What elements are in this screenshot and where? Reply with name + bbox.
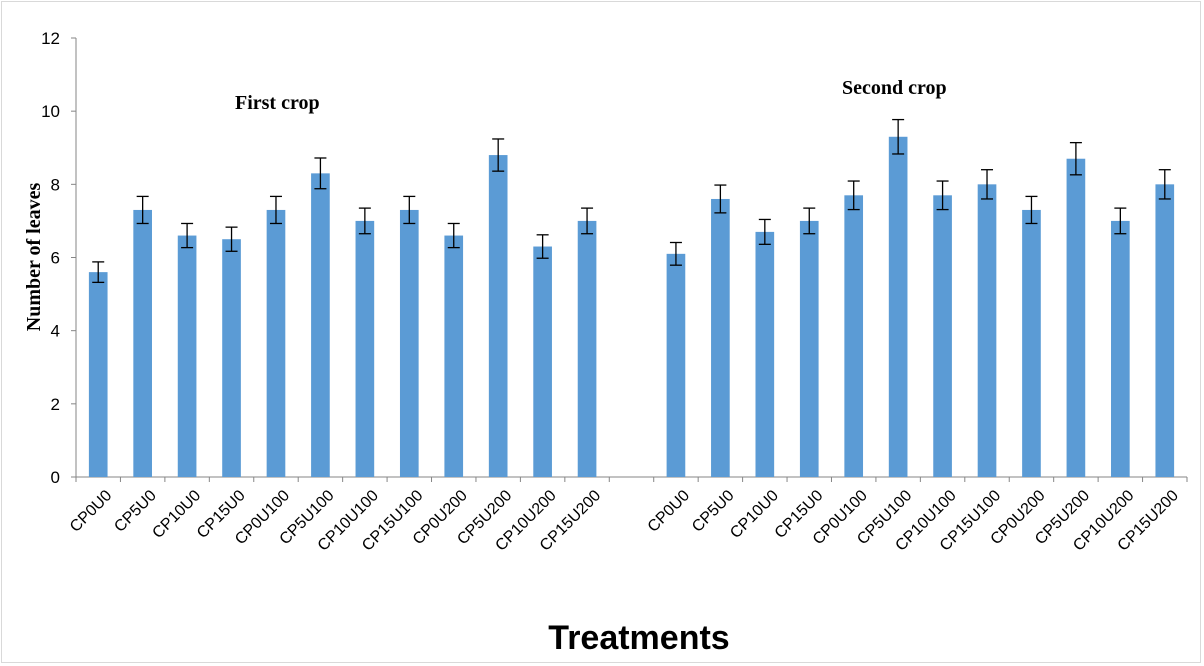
bar [399, 209, 419, 478]
x-tick-label: CP0U0 [67, 487, 116, 536]
bars [88, 136, 1175, 478]
bar [1066, 158, 1086, 477]
x-tick-label: CP10U0 [149, 487, 204, 542]
y-tick-label: 6 [51, 249, 60, 268]
x-tick-label: CP0U0 [645, 487, 694, 536]
bar [488, 155, 508, 478]
bar [577, 220, 597, 477]
group-label-second-crop: Second crop [842, 77, 947, 99]
x-axis-label: Treatments [548, 619, 729, 657]
bar [977, 184, 997, 478]
y-tick-label: 8 [51, 175, 60, 194]
y-tick-label: 4 [51, 322, 60, 341]
bar [266, 209, 286, 478]
y-axis-label: Number of leaves [23, 183, 45, 332]
bar [711, 198, 730, 477]
bar [755, 231, 775, 477]
bar [533, 246, 552, 477]
x-tick-label: CP10U0 [727, 487, 782, 542]
error-bars [92, 118, 1171, 284]
bar [888, 136, 908, 477]
bar [933, 195, 952, 477]
bar [666, 253, 686, 477]
bar [177, 235, 197, 477]
bar [222, 239, 241, 477]
y-tick-label: 2 [51, 395, 60, 414]
bar [444, 235, 464, 477]
x-tick-labels: CP0U0CP5U0CP10U0CP15U0CP0U100CP5U100CP10… [67, 487, 1182, 554]
y-tick-label: 0 [51, 468, 60, 487]
group-label-first-crop: First crop [235, 92, 320, 114]
y-tick-label: 12 [41, 29, 60, 48]
bar [1022, 209, 1041, 478]
bar [133, 209, 152, 478]
bar [1111, 220, 1130, 477]
y-tick-label: 10 [41, 102, 60, 121]
bar [311, 173, 330, 477]
bar [355, 220, 375, 477]
bar [1155, 184, 1175, 478]
bar [844, 195, 864, 477]
bar [799, 220, 819, 477]
bar [88, 272, 108, 477]
axes [71, 37, 1188, 482]
y-tick-labels: 0 2 4 6 8 10 12 [41, 29, 60, 487]
